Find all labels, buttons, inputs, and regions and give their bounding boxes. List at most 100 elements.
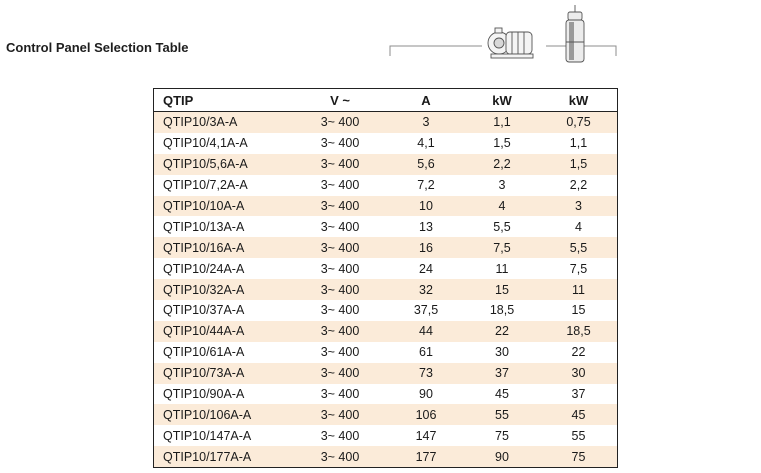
header-model: QTIP xyxy=(154,89,292,112)
bracket-left-line xyxy=(389,45,482,56)
cell-voltage: 3~ 400 xyxy=(292,362,388,384)
cell-voltage: 3~ 400 xyxy=(292,174,388,196)
table-row: QTIP10/147A-A 3~ 400 147 75 55 xyxy=(154,425,617,447)
cell-power-kw: 55 xyxy=(464,404,540,426)
cell-power-kw: 5,5 xyxy=(464,216,540,238)
cell-voltage: 3~ 400 xyxy=(292,195,388,217)
cell-power-kw-2: 2,2 xyxy=(540,174,617,196)
cell-voltage: 3~ 400 xyxy=(292,425,388,447)
table-row: QTIP10/7,2A-A 3~ 400 7,2 3 2,2 xyxy=(154,174,617,196)
table-row: QTIP10/5,6A-A 3~ 400 5,6 2,2 1,5 xyxy=(154,153,617,175)
cell-voltage: 3~ 400 xyxy=(292,132,388,154)
table-header-row: QTIP V ~ A kW kW xyxy=(154,89,617,112)
selection-table: QTIP V ~ A kW kW QTIP10/3A-A 3~ 400 3 1,1 0,… xyxy=(154,89,617,468)
cell-power-kw-2: 4 xyxy=(540,216,617,238)
cell-model: QTIP10/61A-A xyxy=(154,341,292,363)
cell-voltage: 3~ 400 xyxy=(292,279,388,301)
cell-model: QTIP10/73A-A xyxy=(154,362,292,384)
cell-amperage: 32 xyxy=(388,279,464,301)
cell-power-kw: 22 xyxy=(464,320,540,342)
cell-amperage: 10 xyxy=(388,195,464,217)
cell-amperage: 4,1 xyxy=(388,132,464,154)
cell-voltage: 3~ 400 xyxy=(292,237,388,259)
header-power-kw: kW xyxy=(464,89,540,112)
table-row: QTIP10/37A-A 3~ 400 37,5 18,5 15 xyxy=(154,300,617,321)
cell-power-kw: 45 xyxy=(464,383,540,405)
cell-amperage: 44 xyxy=(388,320,464,342)
pump-illustration xyxy=(389,5,617,63)
cell-model: QTIP10/177A-A xyxy=(154,446,292,468)
table-row: QTIP10/73A-A 3~ 400 73 37 30 xyxy=(154,362,617,384)
cell-power-kw: 4 xyxy=(464,195,540,217)
cell-power-kw: 37 xyxy=(464,362,540,384)
cell-amperage: 177 xyxy=(388,446,464,468)
cell-power-kw: 75 xyxy=(464,425,540,447)
cell-amperage: 73 xyxy=(388,362,464,384)
cell-model: QTIP10/24A-A xyxy=(154,258,292,280)
cell-power-kw: 18,5 xyxy=(464,300,540,321)
cell-amperage: 3 xyxy=(388,111,464,133)
cell-amperage: 24 xyxy=(388,258,464,280)
cell-voltage: 3~ 400 xyxy=(292,383,388,405)
page-title: Control Panel Selection Table xyxy=(6,40,189,55)
cell-model: QTIP10/16A-A xyxy=(154,237,292,259)
cell-model: QTIP10/5,6A-A xyxy=(154,153,292,175)
cell-power-kw-2: 15 xyxy=(540,300,617,321)
cell-power-kw-2: 1,1 xyxy=(540,132,617,154)
cell-voltage: 3~ 400 xyxy=(292,153,388,175)
cell-power-kw-2: 75 xyxy=(540,446,617,468)
cell-model: QTIP10/32A-A xyxy=(154,279,292,301)
table-body: QTIP10/3A-A 3~ 400 3 1,1 0,75 QTIP10/4,1A-A 3~… xyxy=(154,111,617,468)
cell-amperage: 147 xyxy=(388,425,464,447)
selection-table-frame: QTIP V ~ A kW kW QTIP10/3A-A 3~ 400 3 1,1 0,… xyxy=(153,88,618,469)
cell-amperage: 37,5 xyxy=(388,300,464,321)
cell-amperage: 5,6 xyxy=(388,153,464,175)
table-row: QTIP10/10A-A 3~ 400 10 4 3 xyxy=(154,195,617,217)
cell-power-kw: 2,2 xyxy=(464,153,540,175)
header-amperage: A xyxy=(388,89,464,112)
cell-power-kw-2: 11 xyxy=(540,279,617,301)
cell-voltage: 3~ 400 xyxy=(292,258,388,280)
cell-model: QTIP10/90A-A xyxy=(154,383,292,405)
table-row: QTIP10/32A-A 3~ 400 32 15 11 xyxy=(154,279,617,301)
cell-power-kw-2: 45 xyxy=(540,404,617,426)
cell-model: QTIP10/13A-A xyxy=(154,216,292,238)
cell-voltage: 3~ 400 xyxy=(292,404,388,426)
table-row: QTIP10/44A-A 3~ 400 44 22 18,5 xyxy=(154,320,617,342)
cell-power-kw: 3 xyxy=(464,174,540,196)
table-row: QTIP10/61A-A 3~ 400 61 30 22 xyxy=(154,341,617,363)
cell-voltage: 3~ 400 xyxy=(292,216,388,238)
table-row: QTIP10/16A-A 3~ 400 16 7,5 5,5 xyxy=(154,237,617,259)
cell-voltage: 3~ 400 xyxy=(292,300,388,321)
cell-model: QTIP10/4,1A-A xyxy=(154,132,292,154)
surface-pump-icon xyxy=(487,27,534,59)
cell-power-kw: 7,5 xyxy=(464,237,540,259)
cell-amperage: 106 xyxy=(388,404,464,426)
cell-power-kw: 15 xyxy=(464,279,540,301)
cell-power-kw-2: 55 xyxy=(540,425,617,447)
cell-power-kw-2: 7,5 xyxy=(540,258,617,280)
cell-power-kw: 90 xyxy=(464,446,540,468)
table-row: QTIP10/24A-A 3~ 400 24 11 7,5 xyxy=(154,258,617,280)
cell-power-kw-2: 5,5 xyxy=(540,237,617,259)
cell-power-kw-2: 3 xyxy=(540,195,617,217)
table-row: QTIP10/13A-A 3~ 400 13 5,5 4 xyxy=(154,216,617,238)
cell-power-kw-2: 37 xyxy=(540,383,617,405)
cell-model: QTIP10/37A-A xyxy=(154,300,292,321)
cell-voltage: 3~ 400 xyxy=(292,341,388,363)
cell-model: QTIP10/7,2A-A xyxy=(154,174,292,196)
cell-amperage: 61 xyxy=(388,341,464,363)
cell-model: QTIP10/3A-A xyxy=(154,111,292,133)
cell-power-kw-2: 1,5 xyxy=(540,153,617,175)
cell-power-kw-2: 30 xyxy=(540,362,617,384)
table-row: QTIP10/3A-A 3~ 400 3 1,1 0,75 xyxy=(154,111,617,133)
cell-power-kw: 1,5 xyxy=(464,132,540,154)
cell-amperage: 13 xyxy=(388,216,464,238)
cell-model: QTIP10/147A-A xyxy=(154,425,292,447)
cell-model: QTIP10/44A-A xyxy=(154,320,292,342)
cell-model: QTIP10/10A-A xyxy=(154,195,292,217)
table-row: QTIP10/90A-A 3~ 400 90 45 37 xyxy=(154,383,617,405)
table-row: QTIP10/4,1A-A 3~ 400 4,1 1,5 1,1 xyxy=(154,132,617,154)
cell-voltage: 3~ 400 xyxy=(292,111,388,133)
cell-voltage: 3~ 400 xyxy=(292,446,388,468)
